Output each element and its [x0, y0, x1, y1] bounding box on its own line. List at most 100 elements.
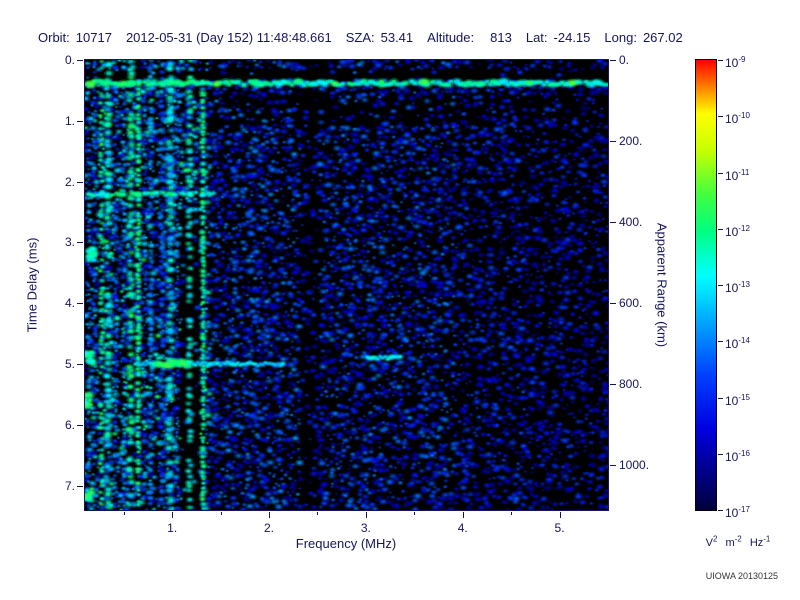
y-left-tick-label: 2. — [64, 174, 75, 189]
y-left-tick-label: 7. — [64, 478, 75, 493]
colorbar-tick — [718, 116, 723, 118]
x-tick — [269, 512, 271, 518]
colorbar-tick — [718, 397, 723, 399]
unit-v-base: V — [705, 536, 713, 549]
x-tick — [559, 512, 561, 518]
colorbar-tick-label: 10-17 — [725, 502, 765, 520]
x-axis-title: Frequency (MHz) — [295, 536, 397, 551]
colorbar-tick-exponent: -9 — [738, 55, 746, 64]
colorbar — [695, 59, 717, 511]
colorbar-tick — [718, 510, 723, 511]
colorbar-tick — [718, 228, 723, 230]
colorbar-tick-base: 10 — [725, 337, 739, 352]
x-tick-label: 3. — [360, 521, 371, 535]
y-right-tick-label: 1000. — [619, 458, 650, 473]
colorbar-tick-base: 10 — [725, 168, 739, 183]
colorbar-unit-label: V2 m-2 Hz-1 — [690, 534, 786, 549]
unit-hz: Hz-1 — [749, 534, 771, 549]
x-tick — [462, 512, 464, 518]
colorbar-tick-base: 10 — [725, 112, 739, 127]
colorbar-tick-label: 10-10 — [725, 108, 765, 127]
altitude-field: Altitude: 813 — [427, 30, 512, 45]
watermark: UIOWA 20130125 — [705, 571, 778, 581]
x-tick-label: 5. — [554, 521, 565, 535]
y-right-tick — [610, 222, 616, 224]
y-left-tick — [77, 485, 83, 487]
unit-m-exp: -2 — [734, 534, 742, 543]
y-axis-title-right: Apparent Range (km) — [654, 222, 670, 348]
colorbar-tick-base: 10 — [725, 281, 739, 295]
colorbar-tick-base: 10 — [725, 393, 739, 408]
colorbar-tick-exponent: -11 — [738, 167, 750, 177]
unit-v-exp: 2 — [712, 534, 718, 543]
colorbar-tick — [718, 60, 723, 61]
x-minor-tick — [414, 512, 416, 515]
y-axis-title-left: Time Delay (ms) — [24, 237, 40, 333]
colorbar-tick-exponent: -13 — [738, 280, 750, 289]
colorbar-tick-base: 10 — [725, 506, 739, 520]
x-tick — [172, 512, 174, 518]
y-right-tick-label: 0. — [619, 53, 630, 67]
y-right-tick — [610, 60, 616, 61]
unit-v: V2 — [705, 534, 718, 549]
long-field: Long: 267.02 — [604, 30, 682, 45]
y-left-tick-label: 4. — [64, 296, 75, 311]
orbit-value: 10717 — [75, 30, 112, 45]
x-minor-tick — [123, 512, 125, 515]
y-left-tick — [77, 242, 83, 244]
y-left-tick — [77, 364, 83, 366]
orbit-label: Orbit: — [38, 30, 70, 45]
unit-hz-exp: -1 — [763, 534, 771, 543]
colorbar-tick-exponent: -15 — [738, 392, 750, 402]
datetime-value: 2012-05-31 (Day 152) 11:48:48.661 — [125, 30, 332, 45]
spectrogram-plot — [84, 59, 609, 511]
y-left-tick — [77, 303, 83, 305]
y-left-tick — [77, 424, 83, 426]
y-left-tick-label: 0. — [64, 53, 75, 67]
x-tick — [365, 512, 367, 518]
lat-value: -24.15 — [553, 30, 591, 45]
colorbar-tick — [718, 172, 723, 174]
unit-hz-base: Hz — [749, 536, 764, 549]
colorbar-tick-exponent: -10 — [738, 111, 750, 121]
y-left-tick-label: 6. — [64, 417, 75, 432]
colorbar-tick-exponent: -17 — [738, 505, 750, 514]
y-right-tick — [610, 384, 616, 386]
colorbar-tick — [718, 341, 723, 343]
y-right-tick-label: 800. — [619, 377, 643, 392]
colorbar-tick-exponent: -12 — [738, 223, 750, 233]
orbit-field: Orbit: 10717 — [38, 30, 112, 45]
x-tick-label: 1. — [167, 521, 178, 535]
colorbar-tick — [718, 285, 723, 286]
colorbar-tick-base: 10 — [725, 56, 739, 70]
y-left-tick — [77, 60, 83, 61]
colorbar-tick-label: 10-15 — [725, 390, 765, 408]
unit-m-base: m — [725, 536, 735, 549]
y-right-tick — [610, 303, 616, 305]
y-left-tick-label: 3. — [64, 235, 75, 250]
y-left-tick — [77, 120, 83, 122]
colorbar-tick-label: 10-12 — [725, 221, 765, 239]
sza-label: SZA: — [345, 30, 375, 45]
spectrogram-canvas — [85, 60, 608, 510]
y-right-tick-label: 200. — [619, 134, 643, 149]
lat-label: Lat: — [525, 30, 548, 45]
x-minor-tick — [220, 512, 222, 515]
unit-m: m-2 — [725, 534, 742, 549]
header-info: Orbit: 10717 2012-05-31 (Day 152) 11:48:4… — [38, 30, 683, 45]
x-tick-label: 4. — [457, 521, 468, 535]
colorbar-tick-label: 10-9 — [725, 52, 765, 70]
x-tick-label: 2. — [264, 521, 275, 535]
altitude-value: 813 — [490, 30, 512, 45]
colorbar-tick-label: 10-11 — [725, 165, 765, 183]
sza-field: SZA: 53.41 — [346, 30, 413, 45]
colorbar-tick-label: 10-16 — [725, 446, 765, 464]
x-minor-tick — [511, 512, 513, 515]
x-minor-tick — [317, 512, 319, 515]
y-left-tick — [77, 181, 83, 183]
colorbar-tick-base: 10 — [725, 449, 739, 464]
y-left-tick-label: 5. — [64, 357, 75, 372]
colorbar-tick — [718, 453, 723, 455]
lat-field: Lat: -24.15 — [526, 30, 591, 45]
